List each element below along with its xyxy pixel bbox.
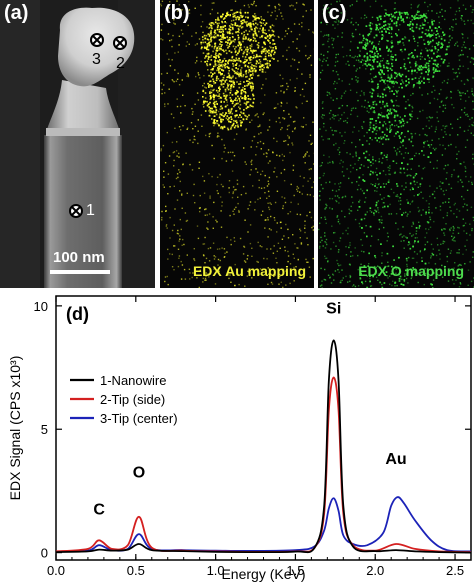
edx-au-map-panel: (b) EDX Au mapping [160,0,314,288]
peak-annotation: Au [385,451,406,468]
y-tick-label: 10 [34,299,48,314]
au-map-image [160,0,314,288]
peak-annotation: C [93,501,105,518]
y-tick-label: 5 [41,422,48,437]
point-3-label: 3 [92,51,101,69]
x-tick-label: 0.0 [47,563,65,578]
x-tick-label: 0.5 [127,563,145,578]
scale-bar [50,270,110,274]
au-map-label: EDX Au mapping [193,263,306,279]
legend-entry: 1-Nanowire [100,373,166,388]
x-tick-label: 2.0 [366,563,384,578]
x-tick-label: 2.5 [446,563,464,578]
peak-annotation: O [133,464,145,481]
series-line-3 [56,497,471,551]
peak-annotation: Si [326,300,341,317]
panel-a-label: (a) [4,2,28,25]
o-map-label: EDX O mapping [358,263,464,279]
marker-3 [91,34,103,46]
edx-o-map-panel: (c) EDX O mapping [318,0,474,288]
sem-image-panel: (a) 3 2 1 100 nm [0,0,155,288]
legend-entry: 2-Tip (side) [100,392,165,407]
y-tick-label: 0 [41,546,48,561]
y-axis-label: EDX Signal (CPS x10³) [7,356,23,501]
sem-nanowire-image [0,0,155,288]
panel-c-label: (c) [322,2,346,25]
point-1-label: 1 [86,202,95,220]
panel-b-label: (b) [164,2,190,25]
o-map-image [318,0,474,288]
marker-1 [70,205,82,217]
scale-bar-label: 100 nm [53,249,105,266]
plot-frame [56,296,471,560]
panel-d-label: (d) [66,304,89,324]
legend-entry: 3-Tip (center) [100,411,178,426]
marker-2 [114,37,126,49]
point-2-label: 2 [116,55,125,73]
x-axis-label: Energy (KeV) [221,566,305,582]
